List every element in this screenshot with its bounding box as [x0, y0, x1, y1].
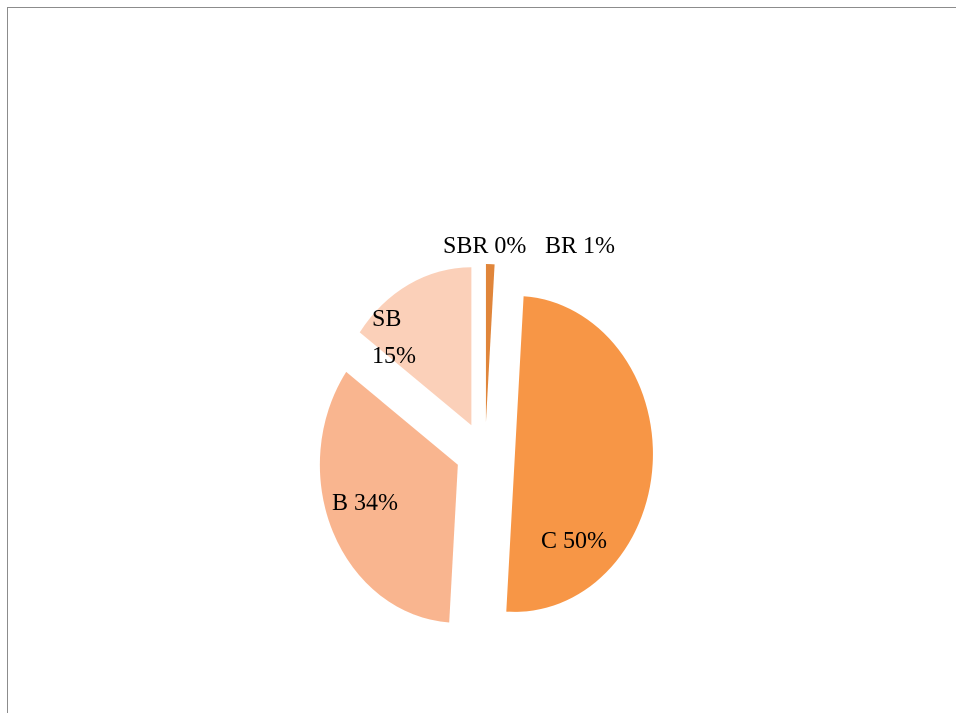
label-category: BR: [545, 233, 577, 259]
label-category: C: [541, 528, 557, 554]
pie-slice: [506, 296, 653, 612]
label-category: SB: [372, 306, 401, 332]
data-label: BR 1%: [545, 233, 615, 259]
data-labels: BR 1% C 50% B 34% SB 15% SBR 0%: [332, 233, 615, 554]
label-category: SBR: [443, 233, 488, 259]
data-label: SBR 0%: [443, 233, 526, 259]
pie-slice: [485, 264, 495, 423]
data-label: C 50%: [541, 528, 607, 554]
label-value: 34%: [354, 490, 398, 516]
label-value: 15%: [372, 343, 416, 369]
pie: [319, 264, 653, 623]
label-category: B: [332, 490, 348, 516]
pie-slice: [359, 267, 472, 426]
data-label: SB 15%: [372, 306, 416, 369]
label-value: 0%: [494, 233, 526, 259]
label-value: 50%: [563, 528, 607, 554]
pie-slice: [319, 371, 458, 623]
label-value: 1%: [583, 233, 615, 259]
chart-frame: [7, 7, 956, 713]
data-label: B 34%: [332, 490, 398, 516]
